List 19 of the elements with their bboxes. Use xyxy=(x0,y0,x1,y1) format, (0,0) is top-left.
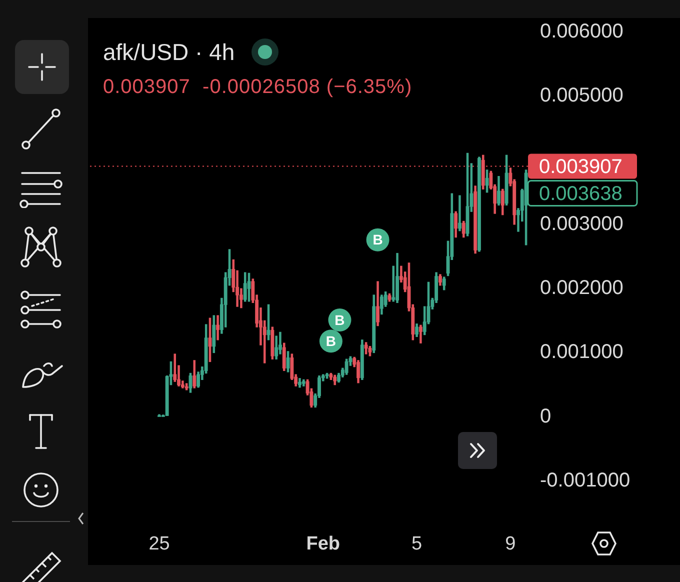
y-tick-label: 0.003000 xyxy=(540,212,624,235)
text: 0.003638 xyxy=(539,182,622,205)
y-tick-label: 0 xyxy=(540,405,552,428)
y-tick-label: 0.002000 xyxy=(540,277,624,300)
ref-line-label: 0.003907 xyxy=(539,156,622,178)
x-tick-label: 25 xyxy=(148,534,170,555)
x-tick-label: Feb xyxy=(306,534,340,555)
candlestick xyxy=(458,195,462,232)
y-tick-label: -0.001000 xyxy=(540,470,630,492)
x-tick-label: 9 xyxy=(505,534,516,555)
annotation: B xyxy=(372,232,383,248)
y-tick-label: 0.006000 xyxy=(540,20,624,43)
annotation: B xyxy=(334,312,345,328)
x-tick-label: 5 xyxy=(412,534,422,555)
annotation: B xyxy=(326,333,336,350)
text: 0.003907 -0.00026508 (−6.35%) xyxy=(103,75,412,99)
y-tick-label: 0.005000 xyxy=(540,84,624,107)
y-tick-label: 0.001000 xyxy=(540,341,624,364)
chart-title: afk/USD · 4h xyxy=(103,38,235,66)
